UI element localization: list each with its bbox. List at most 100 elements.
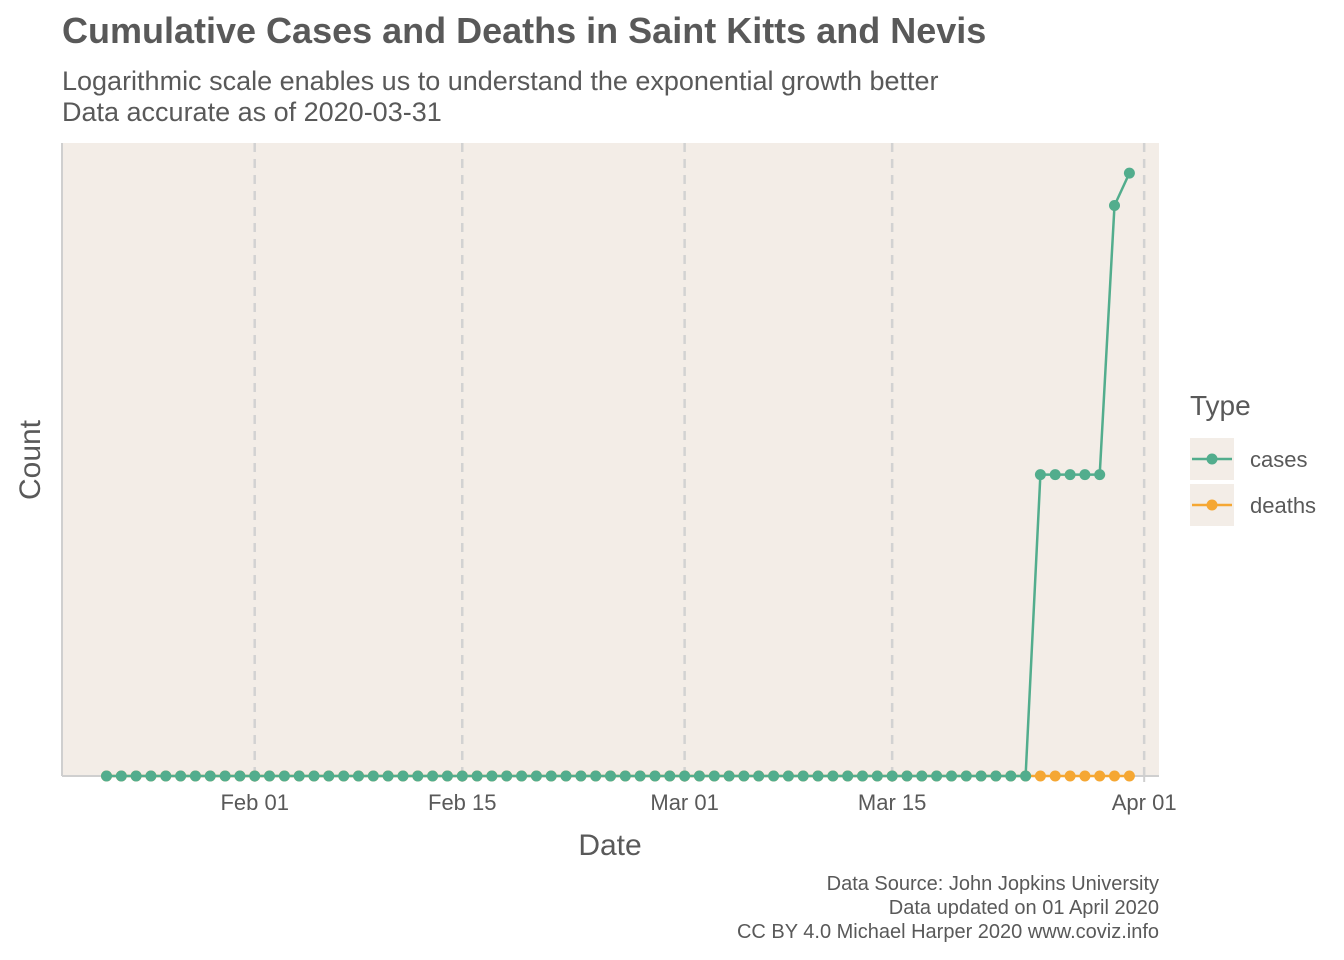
series-line-cases [106, 172, 1131, 778]
data-point-cases [827, 770, 839, 782]
data-point-cases [797, 770, 809, 782]
data-point-cases [619, 770, 631, 782]
data-point-cases [175, 770, 187, 782]
data-point-cases [234, 770, 246, 782]
plot-panel [62, 143, 1159, 776]
data-point-cases [471, 770, 483, 782]
data-point-cases [501, 770, 513, 782]
data-point-cases [486, 770, 498, 782]
data-point-deaths [1094, 770, 1106, 782]
x-tick-label: Mar 01 [650, 790, 718, 815]
chart-title: Cumulative Cases and Deaths in Saint Kit… [62, 10, 987, 51]
data-point-cases [219, 770, 231, 782]
data-point-deaths [1049, 770, 1061, 782]
data-point-cases [990, 770, 1002, 782]
data-point-cases [649, 770, 661, 782]
subtitle-line-2: Data accurate as of 2020-03-31 [62, 97, 442, 127]
data-point-cases [931, 770, 943, 782]
data-point-cases [1034, 469, 1046, 481]
data-point-cases [145, 770, 157, 782]
data-point-cases [768, 770, 780, 782]
data-point-cases [1020, 770, 1032, 782]
data-point-cases [946, 770, 957, 782]
caption-line-3: CC BY 4.0 Michael Harper 2020 www.coviz.… [736, 921, 1159, 943]
data-point-cases [456, 770, 468, 782]
x-tick-label: Feb 15 [428, 790, 497, 815]
data-point-cases [397, 770, 409, 782]
series-cases [101, 167, 1135, 782]
data-point-cases [782, 770, 794, 782]
legend-title: Type [1190, 390, 1251, 421]
data-point-cases [753, 770, 765, 782]
data-point-cases [1064, 469, 1076, 481]
data-point-cases [115, 770, 127, 782]
caption-line-2: Data updated on 01 April 2020 [888, 897, 1159, 919]
data-point-cases [1079, 469, 1091, 481]
data-point-cases [1094, 469, 1106, 481]
data-point-cases [516, 770, 528, 782]
data-point-cases [323, 770, 335, 782]
legend-swatch-deaths [1192, 499, 1232, 511]
data-point-cases [723, 770, 735, 782]
data-point-cases [1109, 200, 1120, 211]
data-point-deaths [1064, 770, 1076, 782]
data-point-cases [901, 770, 913, 782]
subtitle-line-1: Logarithmic scale enables us to understa… [62, 66, 939, 96]
data-point-cases [160, 770, 172, 782]
data-point-cases [278, 770, 290, 782]
data-point-cases [1005, 770, 1017, 782]
data-point-cases [204, 770, 216, 782]
data-point-cases [738, 770, 750, 782]
data-point-cases [427, 770, 439, 782]
data-point-cases [412, 770, 424, 782]
data-point-cases [441, 770, 453, 782]
data-point-cases [975, 770, 987, 782]
data-point-deaths [1034, 770, 1046, 782]
y-axis-label: Count [14, 419, 47, 500]
data-point-cases [857, 770, 868, 782]
legend-swatch-cases [1192, 453, 1232, 465]
data-point-cases [560, 770, 572, 782]
data-point-cases [338, 770, 350, 782]
data-point-cases [189, 770, 201, 782]
data-point-cases [679, 770, 691, 782]
data-point-deaths [1109, 770, 1120, 782]
data-point-cases [264, 770, 275, 782]
data-point-cases [293, 770, 305, 782]
data-point-cases [812, 770, 824, 782]
x-axis-label: Date [578, 829, 641, 862]
series-group [101, 167, 1135, 782]
data-point-cases [1123, 167, 1135, 179]
data-point-cases [886, 770, 898, 782]
legend-key-deaths [1190, 484, 1234, 526]
data-point-cases [308, 770, 320, 782]
data-point-cases [916, 770, 928, 782]
x-tick-label: Mar 15 [858, 790, 926, 815]
data-point-cases [634, 770, 646, 782]
data-point-deaths [1079, 770, 1091, 782]
legend-key-cases [1190, 438, 1234, 480]
data-point-cases [708, 770, 720, 782]
data-point-cases [693, 770, 705, 782]
data-point-cases [367, 770, 379, 782]
legend-label-deaths: deaths [1250, 493, 1317, 518]
data-point-cases [1049, 469, 1061, 481]
data-point-cases [842, 770, 854, 782]
x-axis-ticks: Feb 01 Feb 15 Mar 01 Mar 15 Apr 01 [220, 776, 1177, 815]
caption-line-1: Data Source: John Jopkins University [826, 873, 1159, 895]
data-point-cases [605, 770, 616, 782]
chart-caption: Data Source: John Jopkins University Dat… [737, 872, 1159, 944]
data-point-deaths [1123, 770, 1135, 782]
data-point-cases [960, 770, 972, 782]
x-tick-label: Feb 01 [220, 790, 289, 815]
data-point-cases [871, 770, 883, 782]
data-point-cases [545, 770, 557, 782]
data-point-cases [353, 770, 364, 782]
data-point-cases [590, 770, 602, 782]
data-point-cases [664, 770, 676, 782]
x-tick-label: Apr 01 [1112, 790, 1177, 815]
data-point-cases [249, 770, 261, 782]
data-point-cases [130, 770, 142, 782]
chart-subtitle: Logarithmic scale enables us to understa… [62, 66, 939, 128]
